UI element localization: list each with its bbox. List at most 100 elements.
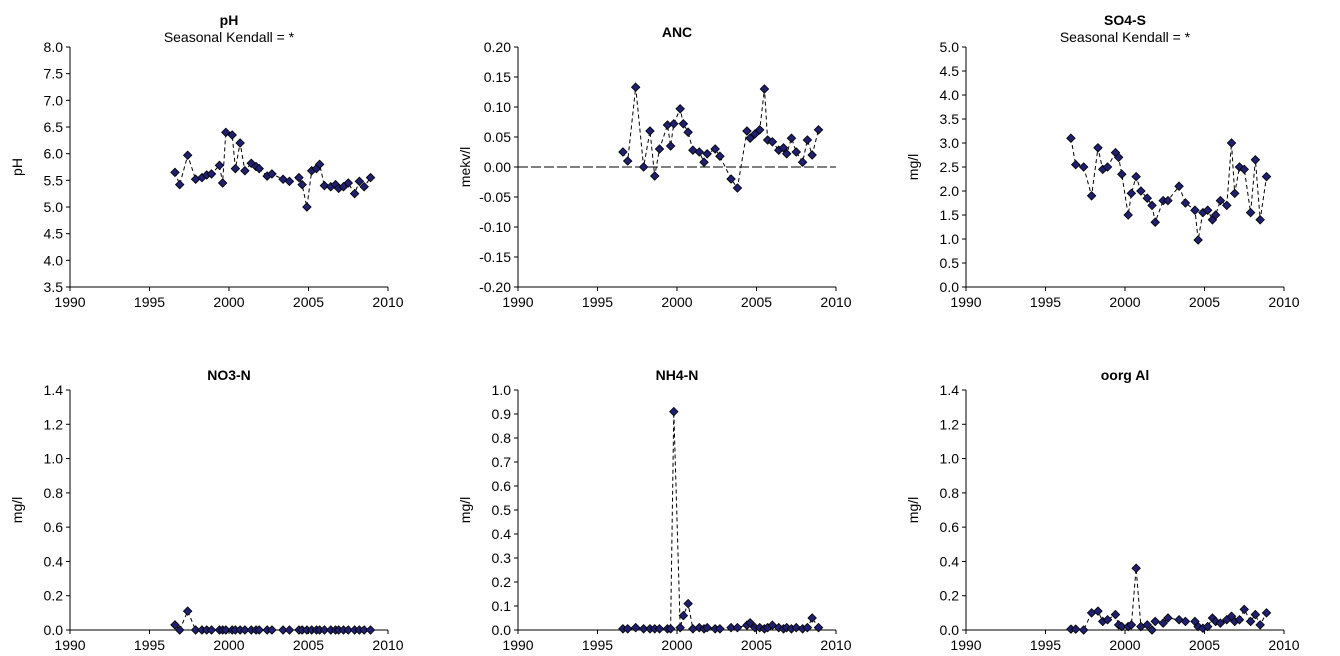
data-point — [297, 179, 307, 190]
x-tick-label: 1995 — [134, 294, 165, 310]
data-point — [343, 178, 354, 188]
x-tick-label: 2000 — [213, 637, 244, 651]
x-tick-label: 2000 — [661, 294, 692, 310]
y-tick-label: -0.15 — [479, 249, 511, 265]
data-point — [710, 144, 720, 154]
data-point — [1245, 207, 1256, 218]
data-point — [190, 625, 201, 635]
data-point — [240, 625, 250, 635]
data-point — [278, 625, 288, 635]
data-point — [1147, 200, 1157, 211]
y-tick-label: 0.0 — [492, 622, 512, 638]
data-point — [675, 104, 685, 114]
y-tick-label: 0.9 — [492, 406, 512, 422]
x-tick-label: 2010 — [820, 637, 851, 651]
data-point — [1150, 217, 1160, 227]
data-point — [759, 84, 770, 94]
x-tick-label: 1995 — [134, 637, 165, 651]
data-point — [246, 158, 257, 169]
data-point — [1193, 235, 1203, 245]
data-point — [1245, 616, 1256, 627]
data-point — [622, 156, 633, 166]
chart-title: SO4-S — [1104, 12, 1146, 28]
y-tick-label: 8.0 — [44, 39, 64, 55]
data-point — [649, 171, 660, 181]
data-point — [1093, 143, 1103, 153]
data-point — [726, 174, 736, 184]
data-point — [235, 138, 245, 148]
y-tick-label: 0.6 — [492, 478, 512, 494]
data-point — [1131, 563, 1141, 574]
subplot-5: NH4-N 0.0 0.1 0.2 0.3 0.4 0.5 0.6 0.7 0.8 0.9 1.0 19… — [457, 367, 852, 653]
data-point — [1123, 210, 1133, 220]
data-point — [230, 163, 241, 174]
data-point — [813, 622, 824, 633]
chart-title: pH — [220, 12, 239, 28]
data-point — [278, 174, 288, 185]
data-point — [1202, 205, 1213, 215]
data-point — [1066, 133, 1076, 143]
x-tick-label: 1995 — [1030, 294, 1061, 310]
y-tick-label: -0.10 — [479, 219, 511, 235]
data-point — [665, 624, 676, 634]
data-point — [678, 610, 689, 621]
y-tick-label: 0.2 — [940, 588, 960, 604]
y-tick-label: 1.5 — [940, 207, 960, 223]
data-point — [182, 606, 193, 616]
data-point — [1102, 614, 1113, 625]
data-point — [638, 624, 649, 634]
x-tick-label: 2005 — [741, 294, 772, 310]
x-tick-label: 1990 — [502, 294, 533, 310]
x-tick-label: 1990 — [950, 637, 981, 651]
data-point — [683, 598, 693, 609]
y-tick-label: 0.0 — [940, 279, 960, 295]
data-point — [630, 622, 641, 633]
data-point — [715, 151, 725, 161]
y-tick-label: 1.2 — [44, 416, 64, 432]
x-tick-label: 2000 — [213, 294, 244, 310]
x-tick-label: 1995 — [582, 294, 613, 310]
y-tick-label: 0.20 — [484, 39, 511, 55]
data-point — [767, 137, 778, 147]
data-point — [1234, 614, 1245, 625]
data-point — [1142, 193, 1153, 203]
data-point — [1126, 620, 1137, 630]
subplot-2: ANC -0.20 -0.15 -0.10 -0.05 0.00 0.05 0.10 0.15 0… — [457, 24, 852, 310]
data-point — [174, 179, 185, 190]
y-tick-label: 2.0 — [940, 183, 960, 199]
y-tick-label: 0.4 — [44, 553, 64, 569]
x-tick-label: 2010 — [372, 637, 403, 651]
y-axis-label: mekv/l — [457, 147, 473, 187]
data-point — [1078, 162, 1089, 172]
data-point — [349, 188, 360, 199]
data-point — [319, 625, 330, 635]
y-tick-label: 5.0 — [940, 39, 960, 55]
chart-title: oorg Al — [1101, 367, 1149, 383]
y-tick-label: -0.20 — [479, 279, 511, 295]
data-point — [1142, 620, 1153, 630]
y-axis-label: mg/l — [905, 497, 921, 523]
data-point — [1150, 616, 1160, 627]
y-tick-label: 0.15 — [484, 69, 511, 85]
data-point — [1261, 171, 1272, 182]
data-point — [214, 160, 225, 171]
data-point — [791, 147, 802, 157]
x-tick-label: 1990 — [54, 294, 85, 310]
y-tick-label: 0.7 — [492, 454, 512, 470]
y-tick-label: 0.05 — [484, 129, 511, 145]
x-tick-label: 2010 — [372, 294, 403, 310]
y-tick-label: 7.5 — [44, 66, 64, 82]
data-point — [1202, 621, 1213, 632]
y-tick-label: 1.0 — [940, 451, 960, 467]
data-point — [654, 624, 665, 634]
chart-title: NH4-N — [656, 367, 699, 383]
data-point — [1229, 188, 1240, 199]
y-tick-label: 3.5 — [44, 279, 64, 295]
x-tick-label: 1990 — [950, 294, 981, 310]
chart-title: NO3-N — [207, 367, 251, 383]
x-tick-label: 2000 — [1109, 294, 1140, 310]
data-point — [1131, 171, 1141, 182]
data-point — [745, 618, 755, 628]
data-point — [1221, 200, 1232, 211]
